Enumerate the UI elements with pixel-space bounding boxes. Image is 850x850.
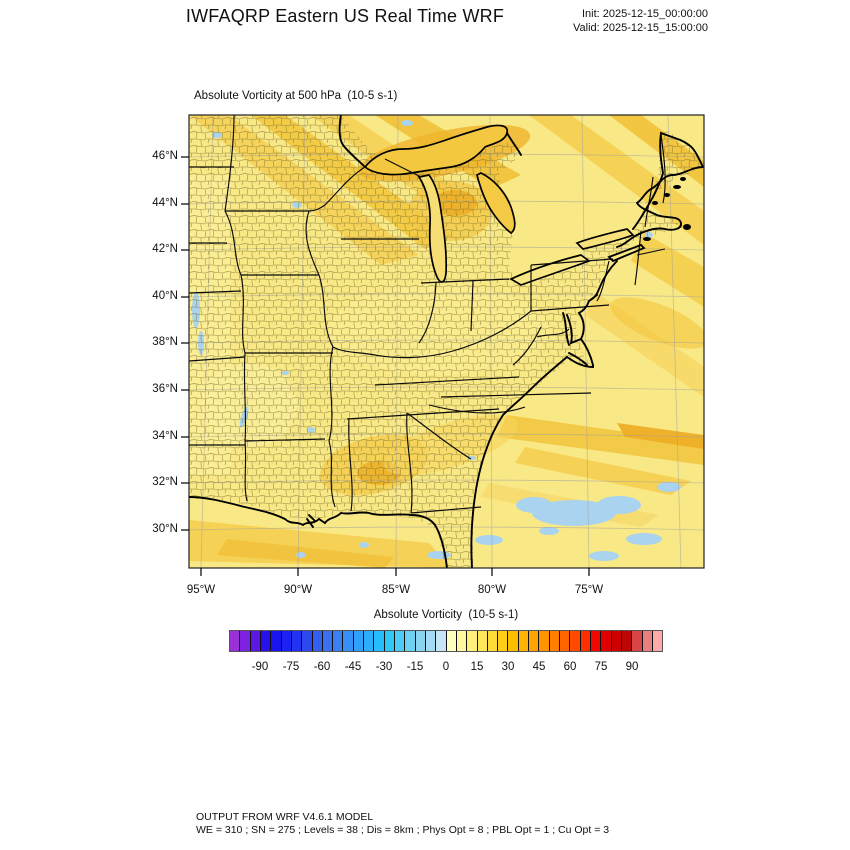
model-info-line2: WE = 310 ; SN = 275 ; Levels = 38 ; Dis …	[196, 824, 610, 836]
colorbar-cell-31	[548, 631, 559, 651]
colorbar-tick--75: -75	[282, 661, 300, 673]
colorbar-cell-29	[528, 631, 539, 651]
colorbar-tick-45: 45	[532, 661, 546, 673]
lon-label-95W: 95°W	[186, 584, 216, 596]
vorticity-field	[189, 115, 704, 568]
valid-time: Valid: 2025-12-15_15:00:00	[573, 21, 708, 34]
lat-label-44N: 44°N	[152, 197, 178, 209]
init-time: Init: 2025-12-15_00:00:00	[582, 8, 708, 20]
colorbar-cell-38	[620, 631, 632, 651]
model-info-line1: OUTPUT FROM WRF V4.6.1 MODEL	[196, 811, 374, 823]
colorbar-cell-35	[589, 631, 601, 651]
lat-label-36N: 36°N	[152, 383, 178, 395]
colorbar-cell-21	[445, 631, 456, 651]
colorbar-cell-34	[579, 631, 590, 651]
colorbar-cell-8	[311, 631, 322, 651]
colorbar-cell-27	[507, 631, 518, 651]
colorbar-cell-9	[321, 631, 333, 651]
colorbar-cell-15	[383, 631, 394, 651]
map-figure	[177, 111, 716, 581]
state-boundaries	[189, 115, 666, 514]
colorbar-title: Absolute Vorticity (10-5 s-1)	[373, 609, 519, 621]
model-info-footer: OUTPUT FROM WRF V4.6.1 MODEL WE = 310 ; …	[196, 811, 609, 837]
lon-label-90W: 90°W	[283, 584, 313, 596]
colorbar-tick--45: -45	[344, 661, 362, 673]
colorbar-cell-3	[259, 631, 271, 651]
lake-michigan	[417, 174, 448, 283]
colorbar-tick--60: -60	[313, 661, 331, 673]
lat-label-40N: 40°N	[152, 290, 178, 302]
run-time-info: Init: 2025-12-15_00:00:00 Valid: 2025-12…	[573, 8, 708, 35]
colorbar-cell-11	[342, 631, 353, 651]
colorbar-cell-19	[424, 631, 436, 651]
map-frame	[188, 114, 705, 569]
colorbar-cell-17	[404, 631, 415, 651]
colorbar-cell-23	[466, 631, 477, 651]
colorbar-cell-25	[486, 631, 498, 651]
colorbar-cell-26	[497, 631, 508, 651]
lon-label-75W: 75°W	[574, 584, 604, 596]
colorbar-cell-13	[363, 631, 374, 651]
colorbar-cell-1	[239, 631, 250, 651]
map-title: Absolute Vorticity at 500 hPa (10-5 s-1)	[194, 90, 398, 102]
colorbar-cell-16	[394, 631, 405, 651]
colorbar-cell-20	[435, 631, 446, 651]
lat-label-42N: 42°N	[152, 243, 178, 255]
colorbar-cell-12	[352, 631, 364, 651]
lat-label-46N: 46°N	[152, 150, 178, 162]
colorbar-cell-37	[610, 631, 621, 651]
colorbar-cell-6	[290, 631, 302, 651]
colorbar-cell-40	[641, 631, 652, 651]
colorbar-tick-0: 0	[442, 661, 450, 673]
colorbar-tick--30: -30	[375, 661, 393, 673]
colorbar-cell-0	[230, 631, 240, 651]
colorbar-cell-18	[414, 631, 425, 651]
colorbar-cell-28	[517, 631, 529, 651]
colorbar-tick--90: -90	[251, 661, 269, 673]
colorbar-tick-75: 75	[594, 661, 608, 673]
lat-label-30N: 30°N	[152, 523, 178, 535]
colorbar-tick-90: 90	[625, 661, 639, 673]
vorticity-map	[181, 114, 705, 576]
lat-label-32N: 32°N	[152, 476, 178, 488]
colorbar-cell-10	[332, 631, 343, 651]
colorbar-cell-24	[476, 631, 487, 651]
colorbar-cell-36	[600, 631, 611, 651]
colorbar-cell-7	[301, 631, 312, 651]
colorbar-cell-33	[569, 631, 580, 651]
colorbar-cell-14	[373, 631, 384, 651]
colorbar-cell-22	[455, 631, 467, 651]
colorbar-tick-60: 60	[563, 661, 577, 673]
lon-label-80W: 80°W	[477, 584, 507, 596]
lon-label-85W: 85°W	[381, 584, 411, 596]
lake-huron	[476, 172, 516, 235]
colorbar-cell-30	[538, 631, 549, 651]
colorbar-tick--15: -15	[406, 661, 424, 673]
colorbar-cell-5	[280, 631, 291, 651]
lat-label-38N: 38°N	[152, 336, 178, 348]
colorbar-cell-4	[270, 631, 281, 651]
page-title: IWFAQRP Eastern US Real Time WRF	[185, 6, 505, 26]
colorbar-tick-30: 30	[501, 661, 515, 673]
colorbar	[229, 630, 663, 652]
lake-ontario	[575, 228, 635, 250]
colorbar-cell-2	[249, 631, 260, 651]
coastline	[189, 115, 704, 568]
colorbar-tick-15: 15	[470, 661, 484, 673]
colorbar-cell-41	[651, 631, 663, 651]
coastal-islands	[643, 177, 691, 241]
lat-label-34N: 34°N	[152, 430, 178, 442]
colorbar-cell-32	[559, 631, 570, 651]
axis-ticks	[181, 156, 590, 576]
colorbar-cell-39	[631, 631, 642, 651]
